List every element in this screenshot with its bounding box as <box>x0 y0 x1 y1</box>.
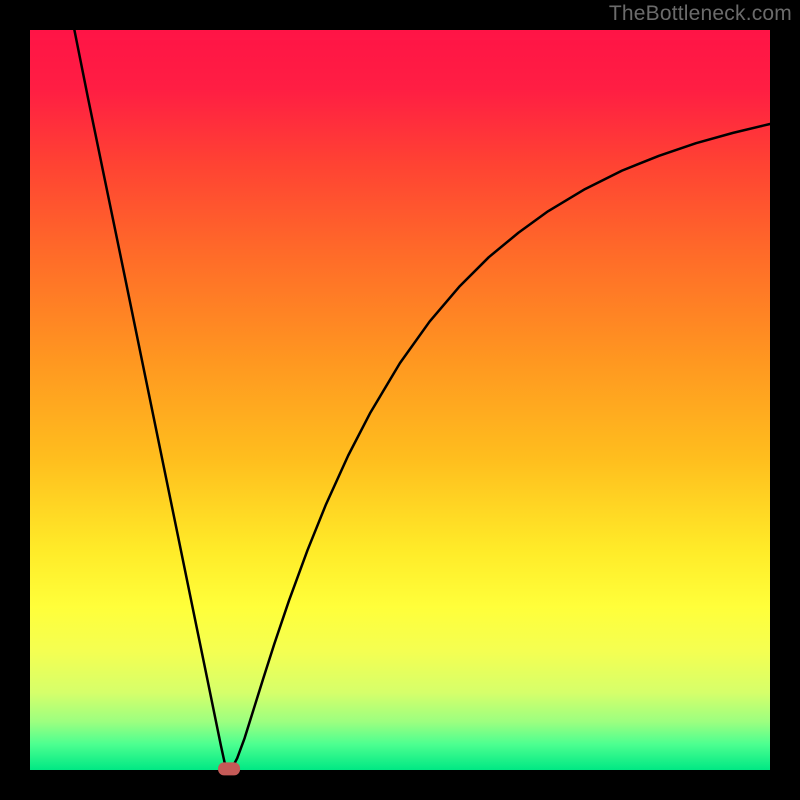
chart-container: TheBottleneck.com <box>0 0 800 800</box>
bottleneck-curve-chart <box>0 0 800 800</box>
optimal-point-marker <box>218 762 240 775</box>
plot-background <box>30 30 770 770</box>
watermark-text: TheBottleneck.com <box>609 2 792 26</box>
